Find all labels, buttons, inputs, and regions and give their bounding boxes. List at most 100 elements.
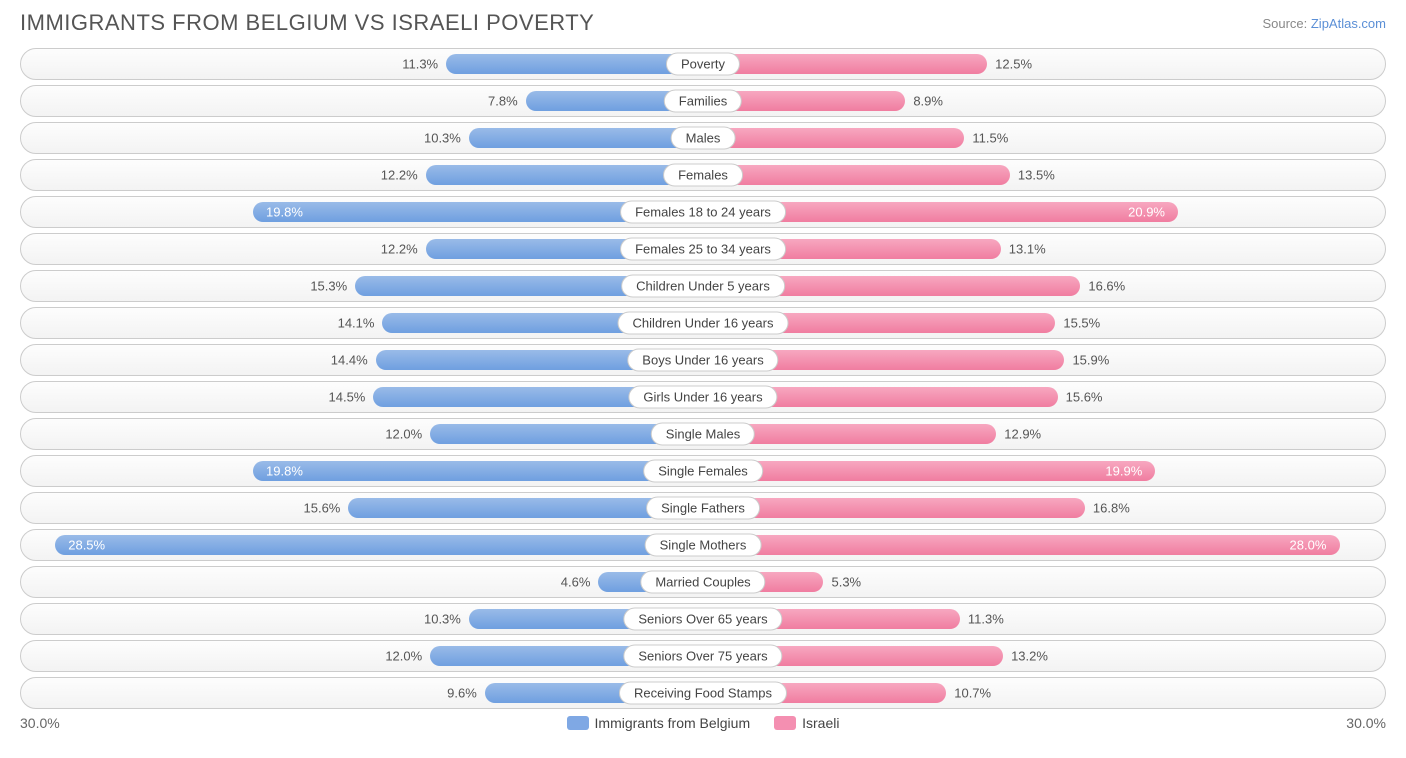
- category-label: Seniors Over 65 years: [623, 608, 782, 631]
- chart-row: 19.8% 19.9% Single Females: [20, 455, 1386, 487]
- category-label: Females 25 to 34 years: [620, 238, 786, 261]
- category-label: Receiving Food Stamps: [619, 682, 787, 705]
- source-label: Source:: [1262, 16, 1310, 31]
- category-label: Single Males: [651, 423, 755, 446]
- half-right: 13.1%: [703, 234, 1385, 264]
- half-left: 14.5%: [21, 382, 703, 412]
- bar-left: [426, 165, 703, 185]
- half-right: 5.3%: [703, 567, 1385, 597]
- chart-row: 12.0% 12.9% Single Males: [20, 418, 1386, 450]
- half-right: 15.5%: [703, 308, 1385, 338]
- row-track: 9.6% 10.7% Receiving Food Stamps: [20, 677, 1386, 709]
- value-left: 15.3%: [310, 279, 347, 294]
- axis-left-max: 30.0%: [20, 715, 60, 731]
- source-link[interactable]: ZipAtlas.com: [1311, 16, 1386, 31]
- value-right: 13.5%: [1018, 168, 1055, 183]
- bar-right: [703, 535, 1340, 555]
- half-right: 28.0%: [703, 530, 1385, 560]
- category-label: Families: [664, 90, 742, 113]
- category-label: Single Mothers: [645, 534, 762, 557]
- row-track: 15.3% 16.6% Children Under 5 years: [20, 270, 1386, 302]
- value-right: 5.3%: [831, 575, 861, 590]
- half-right: 13.5%: [703, 160, 1385, 190]
- row-track: 19.8% 19.9% Single Females: [20, 455, 1386, 487]
- chart-row: 12.0% 13.2% Seniors Over 75 years: [20, 640, 1386, 672]
- value-left: 19.8%: [266, 464, 303, 479]
- bar-right: [703, 54, 987, 74]
- value-right: 20.9%: [1128, 205, 1165, 220]
- value-right: 15.6%: [1066, 390, 1103, 405]
- half-right: 15.9%: [703, 345, 1385, 375]
- row-track: 7.8% 8.9% Families: [20, 85, 1386, 117]
- half-left: 11.3%: [21, 49, 703, 79]
- half-left: 15.6%: [21, 493, 703, 523]
- chart-row: 19.8% 20.9% Females 18 to 24 years: [20, 196, 1386, 228]
- half-left: 14.4%: [21, 345, 703, 375]
- value-right: 12.9%: [1004, 427, 1041, 442]
- half-right: 13.2%: [703, 641, 1385, 671]
- category-label: Boys Under 16 years: [627, 349, 778, 372]
- category-label: Girls Under 16 years: [628, 386, 777, 409]
- half-left: 7.8%: [21, 86, 703, 116]
- value-left: 12.0%: [385, 427, 422, 442]
- half-left: 14.1%: [21, 308, 703, 338]
- axis-right-max: 30.0%: [1346, 715, 1386, 731]
- half-left: 12.2%: [21, 160, 703, 190]
- chart-footer: 30.0% Immigrants from Belgium Israeli 30…: [20, 715, 1386, 731]
- category-label: Poverty: [666, 53, 740, 76]
- legend-swatch-right: [774, 716, 796, 730]
- row-track: 12.2% 13.5% Females: [20, 159, 1386, 191]
- value-left: 10.3%: [424, 131, 461, 146]
- value-left: 14.4%: [331, 353, 368, 368]
- value-right: 16.8%: [1093, 501, 1130, 516]
- chart-row: 15.6% 16.8% Single Fathers: [20, 492, 1386, 524]
- legend-label-left: Immigrants from Belgium: [595, 715, 751, 731]
- half-right: 8.9%: [703, 86, 1385, 116]
- half-left: 4.6%: [21, 567, 703, 597]
- value-left: 9.6%: [447, 686, 477, 701]
- value-left: 12.0%: [385, 649, 422, 664]
- chart-row: 12.2% 13.5% Females: [20, 159, 1386, 191]
- legend-label-right: Israeli: [802, 715, 839, 731]
- half-left: 12.0%: [21, 419, 703, 449]
- half-left: 9.6%: [21, 678, 703, 708]
- value-left: 12.2%: [381, 242, 418, 257]
- value-left: 14.5%: [329, 390, 366, 405]
- value-left: 11.3%: [402, 57, 438, 72]
- value-left: 28.5%: [68, 538, 105, 553]
- half-left: 19.8%: [21, 456, 703, 486]
- half-left: 12.0%: [21, 641, 703, 671]
- value-right: 13.2%: [1011, 649, 1048, 664]
- half-left: 28.5%: [21, 530, 703, 560]
- half-left: 12.2%: [21, 234, 703, 264]
- value-left: 10.3%: [424, 612, 461, 627]
- value-right: 16.6%: [1088, 279, 1125, 294]
- chart-row: 4.6% 5.3% Married Couples: [20, 566, 1386, 598]
- category-label: Children Under 16 years: [618, 312, 789, 335]
- legend-item-right: Israeli: [774, 715, 839, 731]
- category-label: Females: [663, 164, 743, 187]
- value-right: 10.7%: [954, 686, 991, 701]
- value-right: 11.5%: [972, 131, 1008, 146]
- half-right: 11.5%: [703, 123, 1385, 153]
- chart-row: 14.5% 15.6% Girls Under 16 years: [20, 381, 1386, 413]
- half-right: 12.9%: [703, 419, 1385, 449]
- bar-right: [703, 165, 1010, 185]
- source-attribution: Source: ZipAtlas.com: [1262, 16, 1386, 31]
- chart-row: 10.3% 11.3% Seniors Over 65 years: [20, 603, 1386, 635]
- row-track: 10.3% 11.3% Seniors Over 65 years: [20, 603, 1386, 635]
- value-right: 15.5%: [1063, 316, 1100, 331]
- bar-right: [703, 498, 1085, 518]
- half-right: 15.6%: [703, 382, 1385, 412]
- row-track: 12.2% 13.1% Females 25 to 34 years: [20, 233, 1386, 265]
- value-left: 15.6%: [304, 501, 341, 516]
- row-track: 10.3% 11.5% Males: [20, 122, 1386, 154]
- half-right: 16.8%: [703, 493, 1385, 523]
- chart-row: 14.1% 15.5% Children Under 16 years: [20, 307, 1386, 339]
- chart-row: 10.3% 11.5% Males: [20, 122, 1386, 154]
- row-track: 14.1% 15.5% Children Under 16 years: [20, 307, 1386, 339]
- row-track: 4.6% 5.3% Married Couples: [20, 566, 1386, 598]
- row-track: 14.4% 15.9% Boys Under 16 years: [20, 344, 1386, 376]
- category-label: Single Females: [643, 460, 763, 483]
- chart-row: 12.2% 13.1% Females 25 to 34 years: [20, 233, 1386, 265]
